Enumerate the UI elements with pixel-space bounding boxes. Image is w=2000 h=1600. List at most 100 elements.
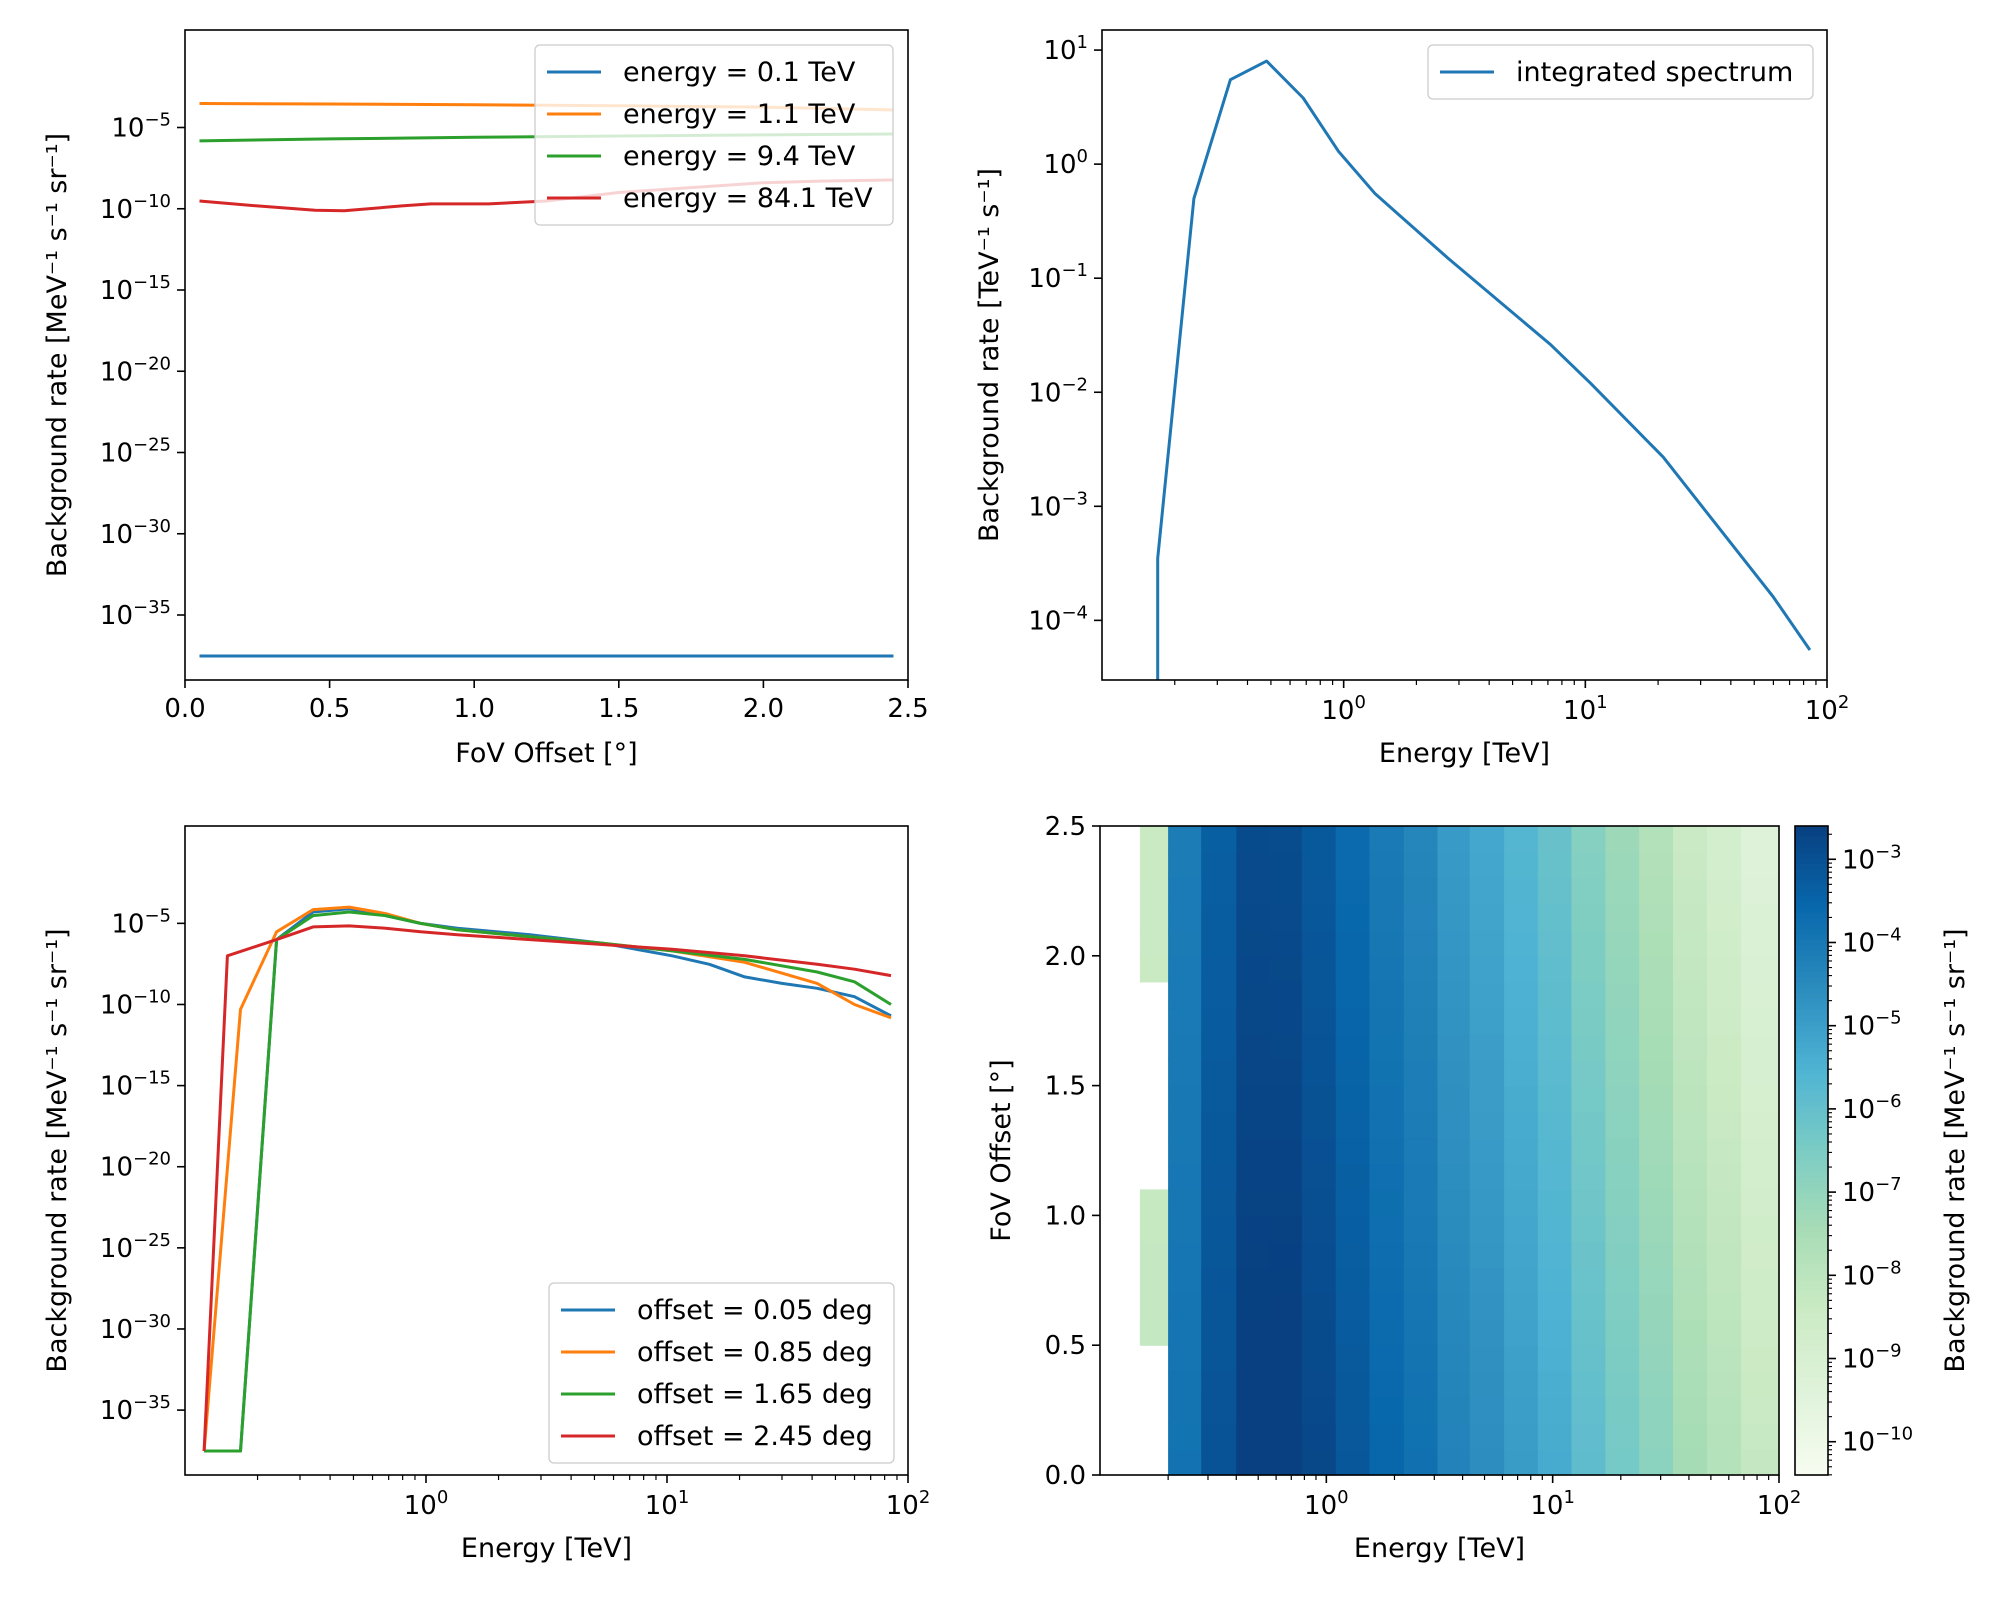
heatmap-cell	[1369, 1007, 1405, 1035]
heatmap-cell	[1504, 1085, 1539, 1113]
heatmap-cell	[1706, 1163, 1742, 1191]
heatmap-cell	[1168, 877, 1202, 905]
heatmap-cell	[1639, 1371, 1674, 1398]
y-tick-label: 101	[1043, 32, 1088, 66]
heatmap-cell	[1537, 1345, 1572, 1372]
heatmap-cell	[1571, 877, 1606, 905]
colorbar-band	[1795, 1329, 1828, 1335]
colorbar-band	[1795, 1128, 1828, 1135]
heatmap-cell	[1437, 1293, 1471, 1320]
colorbar-band	[1795, 826, 1828, 832]
heatmap-cell	[1571, 955, 1606, 983]
colorbar-band	[1795, 1312, 1828, 1319]
colorbar-band	[1795, 1280, 1828, 1287]
heatmap-cell	[1269, 877, 1303, 905]
heatmap-cell	[1301, 1215, 1337, 1242]
colorbar-band	[1795, 1247, 1828, 1254]
heatmap-cell	[1571, 1319, 1606, 1346]
heatmap-cell	[1236, 1241, 1270, 1268]
heatmap-cell	[1605, 1111, 1640, 1139]
heatmap-cell	[1605, 877, 1640, 905]
y-tick-label: 10−15	[100, 272, 171, 306]
colorbar-band	[1795, 955, 1828, 962]
heatmap-cell	[1571, 1085, 1606, 1113]
y-axis-label: Background rate [TeV⁻¹ s⁻¹]	[974, 168, 1005, 542]
colorbar-band	[1795, 1101, 1828, 1108]
heatmap-cell	[1571, 1241, 1606, 1268]
x-axis-label: Energy [TeV]	[1379, 738, 1550, 769]
colorbar-band	[1795, 1064, 1828, 1070]
heatmap-cell	[1504, 1059, 1539, 1087]
heatmap-cell	[1369, 981, 1405, 1009]
heatmap-cell	[1369, 1397, 1405, 1424]
colorbar-band	[1795, 1215, 1828, 1222]
colorbar-band	[1795, 1253, 1828, 1260]
heatmap-cell	[1741, 826, 1780, 853]
heatmap-cell	[1236, 1163, 1270, 1191]
heatmap-cell	[1605, 955, 1640, 983]
heatmap-cell	[1437, 1319, 1471, 1346]
heatmap-cell	[1168, 1215, 1202, 1242]
x-tick-label: 1.5	[598, 694, 639, 724]
heatmap-cell	[1571, 1293, 1606, 1320]
heatmap-cell	[1605, 981, 1640, 1009]
colorbar-band	[1795, 1226, 1828, 1233]
heatmap-cell	[1236, 1397, 1270, 1424]
heatmap-cell	[1741, 1449, 1780, 1476]
x-tick-label: 100	[1304, 1487, 1349, 1521]
colorbar-band	[1795, 1220, 1828, 1227]
heatmap-cell	[1639, 852, 1674, 879]
colorbar-band	[1795, 1372, 1828, 1379]
heatmap-cell	[1269, 1085, 1303, 1113]
y-tick-label: 10−35	[100, 597, 171, 631]
heatmap-cell	[1706, 1007, 1742, 1035]
heatmap-cell	[1605, 1189, 1640, 1216]
heatmap-cell	[1369, 1423, 1405, 1450]
y-tick-label: 10−1	[1028, 260, 1088, 294]
x-tick-label: 101	[645, 1487, 690, 1521]
heatmap-cell	[1269, 1293, 1303, 1320]
heatmap-cell	[1301, 826, 1337, 853]
heatmap-cell	[1201, 955, 1237, 983]
heatmap-cell	[1639, 1189, 1674, 1216]
heatmap-cell	[1403, 1085, 1439, 1113]
heatmap-cell	[1168, 1007, 1202, 1035]
heatmap-cell	[1139, 1215, 1169, 1242]
heatmap-cell	[1469, 1007, 1505, 1035]
heatmap-cell	[1537, 955, 1572, 983]
heatmap-cell	[1504, 1137, 1539, 1165]
heatmap-cell	[1201, 877, 1237, 905]
y-tick-label: 10−2	[1028, 374, 1088, 408]
heatmap-cell	[1335, 1345, 1370, 1372]
heatmap-cell	[1437, 1189, 1471, 1216]
heatmap-cell	[1537, 1033, 1572, 1061]
heatmap-cell	[1673, 1189, 1708, 1216]
plot-frame	[184, 825, 909, 1476]
heatmap-cell	[1236, 929, 1270, 957]
heatmap-cell	[1537, 1007, 1572, 1035]
heatmap-cell	[1269, 826, 1303, 853]
heatmap-cell	[1201, 1189, 1237, 1216]
heatmap-cell	[1504, 903, 1539, 931]
heatmap-cell	[1269, 1371, 1303, 1398]
heatmap-cell	[1335, 1033, 1370, 1061]
colorbar-band	[1795, 842, 1828, 849]
heatmap-cell	[1673, 1319, 1708, 1346]
heatmap-cell	[1369, 1137, 1405, 1165]
heatmap-cell	[1403, 1267, 1439, 1294]
heatmap-cell	[1706, 1059, 1742, 1087]
colorbar-band	[1795, 1150, 1828, 1157]
heatmap-cell	[1639, 1423, 1674, 1450]
heatmap-cell	[1605, 1319, 1640, 1346]
heatmap-cell	[1168, 929, 1202, 957]
colorbar-band	[1795, 1031, 1828, 1038]
colorbar-band	[1795, 1307, 1828, 1314]
y-tick-label: 10−30	[100, 1311, 171, 1345]
heatmap-cell	[1673, 955, 1708, 983]
heatmap-cell	[1139, 929, 1169, 957]
heatmap-cell	[1469, 1293, 1505, 1320]
heatmap-cell	[1335, 1397, 1370, 1424]
heatmap-cell	[1335, 1137, 1370, 1165]
heatmap-cell	[1706, 1189, 1742, 1216]
heatmap-cell	[1639, 1397, 1674, 1424]
